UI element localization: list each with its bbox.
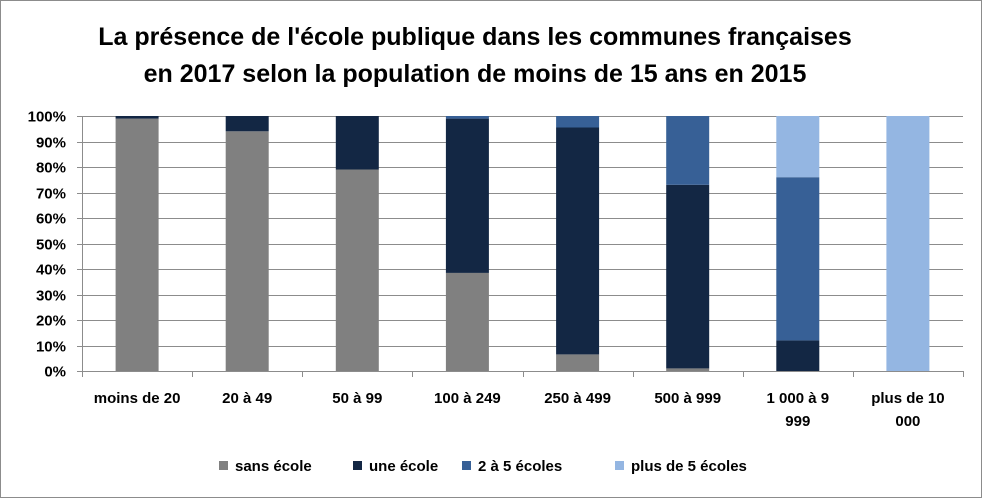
y-tick-label: 50%: [36, 237, 66, 254]
y-axis: 0% 10% 20% 30% 40% 50% 60% 70% 80% 90% 100%: [28, 109, 82, 381]
legend-item: 2 à 5 écoles: [462, 458, 562, 475]
x-tick-label: 20 à 49: [222, 390, 272, 407]
bar-segment: [666, 368, 710, 371]
chart-title-line: La présence de l'école publique dans les…: [98, 23, 851, 51]
legend-label: une école: [369, 458, 438, 475]
y-tick-label: 0%: [44, 364, 66, 381]
bar-segment: [115, 118, 159, 371]
x-tick-label: 250 à 499: [544, 390, 611, 407]
x-tick-label: 50 à 99: [332, 390, 382, 407]
bar-segment: [666, 184, 710, 369]
y-tick-label: 60%: [36, 211, 66, 228]
legend-label: 2 à 5 écoles: [478, 458, 562, 475]
bar-segment: [776, 116, 820, 178]
bar-segment: [556, 354, 600, 371]
bar-segment: [115, 116, 159, 119]
y-tick-label: 90%: [36, 135, 66, 152]
bar-segment: [556, 116, 600, 128]
bar-segment: [445, 272, 489, 371]
legend-item: plus de 5 écoles: [615, 458, 747, 475]
legend-label: plus de 5 écoles: [631, 458, 747, 475]
bar-segment: [776, 340, 820, 371]
x-tick-label: 000: [895, 413, 920, 430]
bars: [115, 116, 930, 371]
chart-title: La présence de l'école publique dans les…: [98, 23, 851, 88]
x-tick-label: moins de 20: [94, 390, 181, 407]
legend-swatch: [353, 461, 362, 470]
bar-segment: [776, 177, 820, 341]
bar-segment: [556, 127, 600, 355]
x-tick-label: 500 à 999: [654, 390, 721, 407]
bar-segment: [445, 116, 489, 119]
legend-item: une école: [353, 458, 438, 475]
y-tick-label: 10%: [36, 339, 66, 356]
bar-segment: [445, 118, 489, 273]
x-axis-labels: moins de 20 20 à 49 50 à 99 100 à 249 250 à …: [94, 390, 945, 430]
bar-segment: [225, 116, 269, 132]
y-tick-label: 70%: [36, 186, 66, 203]
legend: sans école une école 2 à 5 écoles plus de 5…: [219, 458, 747, 475]
y-tick-label: 40%: [36, 262, 66, 279]
y-tick-label: 30%: [36, 288, 66, 305]
legend-item: sans école: [219, 458, 312, 475]
bar-segment: [335, 169, 379, 371]
legend-label: sans école: [235, 458, 312, 475]
legend-swatch: [462, 461, 471, 470]
chart-title-line: en 2017 selon la population de moins de …: [144, 60, 807, 88]
x-axis: [82, 116, 964, 377]
gridlines: [82, 116, 963, 347]
bar-segment: [666, 116, 710, 185]
y-tick-label: 20%: [36, 313, 66, 330]
x-tick-label: 1 000 à 9: [767, 390, 830, 407]
y-tick-label: 100%: [28, 109, 66, 126]
y-tick-label: 80%: [36, 160, 66, 177]
x-tick-label: 100 à 249: [434, 390, 501, 407]
bar-segment: [225, 131, 269, 371]
x-tick-label: plus de 10: [871, 390, 944, 407]
legend-swatch: [615, 461, 624, 470]
legend-swatch: [219, 461, 228, 470]
bar-segment: [335, 116, 379, 170]
bar-segment: [886, 116, 930, 371]
x-tick-label: 999: [785, 413, 810, 430]
